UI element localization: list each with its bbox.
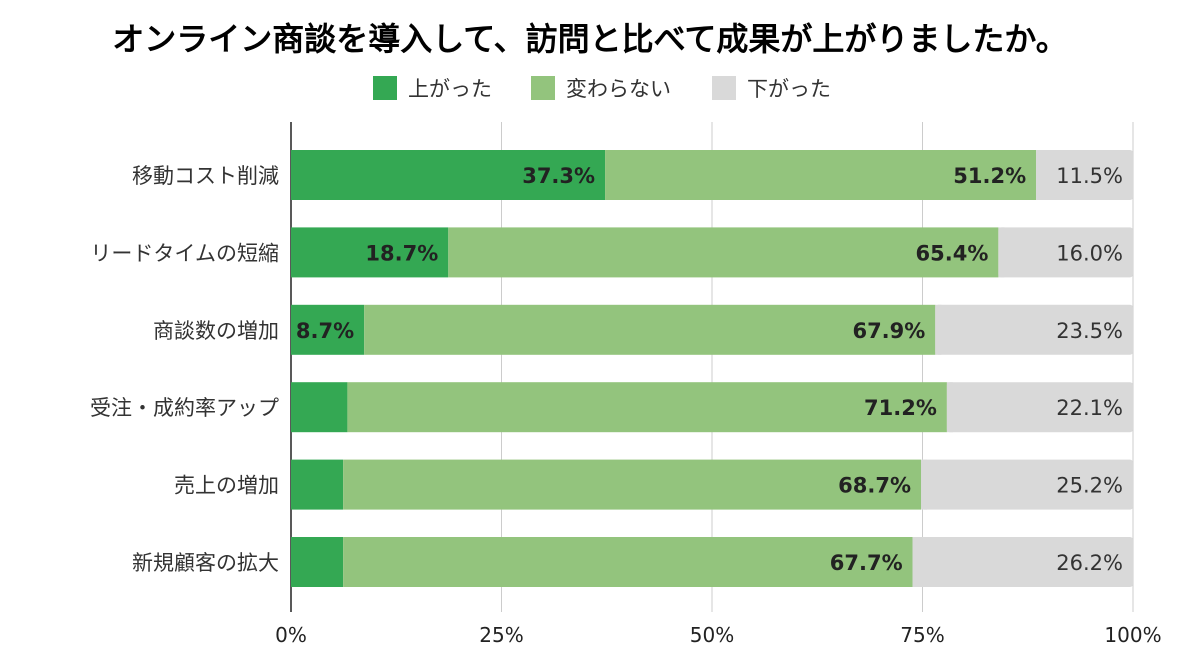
legend-label-3: 下がった (747, 77, 831, 101)
value-label-2-3: 16.0% (1056, 241, 1123, 265)
value-label-6-2: 67.7% (830, 551, 903, 575)
bar-6-3-edge (912, 537, 919, 587)
x-tick-labels: 0% 25% 50% 75% 100% (275, 623, 1161, 647)
value-label-3-3: 23.5% (1056, 319, 1123, 343)
bar-4-3 (946, 382, 1133, 433)
bar-5-3-edge (921, 459, 928, 510)
legend-swatch-1 (373, 76, 397, 100)
value-label-3-2: 67.9% (852, 319, 925, 343)
category-label-3: 商談数の増加 (153, 319, 279, 343)
bar-1-3-edge (1036, 150, 1043, 200)
value-label-5-2: 68.7% (838, 474, 911, 498)
category-label-4: 受注・成約率アップ (90, 396, 279, 420)
bar-3-3 (935, 304, 1133, 355)
bar-2-1 (291, 227, 449, 278)
value-label-1-3: 11.5% (1056, 164, 1123, 188)
grid (290, 122, 1134, 612)
bar-1-1 (291, 150, 606, 200)
legend-label-1: 上がった (408, 77, 492, 101)
legend-label-2: 変わらない (566, 77, 671, 101)
x-tick-label-25: 25% (479, 623, 523, 647)
bar-5-1 (291, 459, 344, 510)
value-label-4-2: 71.2% (864, 396, 937, 420)
bar-2-3-edge (998, 227, 1005, 278)
category-labels: 移動コスト削減リードタイムの短縮商談数の増加受注・成約率アップ売上の増加新規顧客… (90, 164, 279, 575)
bar-6-3 (912, 537, 1133, 587)
bar-2-3 (998, 227, 1133, 278)
value-label-4-3: 22.1% (1056, 396, 1123, 420)
bar-3-2 (364, 304, 936, 355)
bar-5-2 (343, 459, 922, 510)
bar-4-1 (291, 382, 348, 433)
category-label-5: 売上の増加 (174, 474, 279, 498)
bar-3-3-edge (935, 304, 942, 355)
value-label-1-2: 51.2% (953, 164, 1026, 188)
x-tick-label-75: 75% (900, 623, 944, 647)
x-tick-label-0: 0% (275, 623, 307, 647)
bar-3-1 (291, 304, 365, 355)
bar-6-1 (291, 537, 344, 587)
bar-2-2 (448, 227, 999, 278)
value-label-2-1: 18.7% (365, 241, 438, 265)
x-tick-label-50: 50% (690, 623, 734, 647)
bars: 37.3% 51.2% 11.5% 18.7% 65.4% 16.0% 8.7% 67.9% 2… (291, 150, 1133, 587)
bar-1-2 (605, 150, 1037, 200)
value-label-1-1: 37.3% (522, 164, 595, 188)
value-label-5-3: 25.2% (1056, 474, 1123, 498)
value-label-2-2: 65.4% (916, 241, 989, 265)
legend-swatch-2 (531, 76, 555, 100)
bar-1-3 (1036, 150, 1133, 200)
category-label-6: 新規顧客の拡大 (132, 551, 279, 575)
legend-swatch-3 (712, 76, 736, 100)
category-label-1: 移動コスト削減 (132, 164, 279, 188)
x-tick-label-100: 100% (1104, 623, 1161, 647)
bar-4-3-edge (946, 382, 953, 433)
bar-6-2 (343, 537, 913, 587)
value-label-3-1: 8.7% (296, 319, 354, 343)
legend: 上がった 変わらない 下がった (373, 76, 831, 101)
bar-5-3 (921, 459, 1133, 510)
value-label-6-3: 26.2% (1056, 551, 1123, 575)
bar-4-2 (347, 382, 947, 433)
chart-title: オンライン商談を導入して、訪問と比べて成果が上がりましたか。 (112, 20, 1068, 58)
category-label-2: リードタイムの短縮 (90, 241, 279, 265)
